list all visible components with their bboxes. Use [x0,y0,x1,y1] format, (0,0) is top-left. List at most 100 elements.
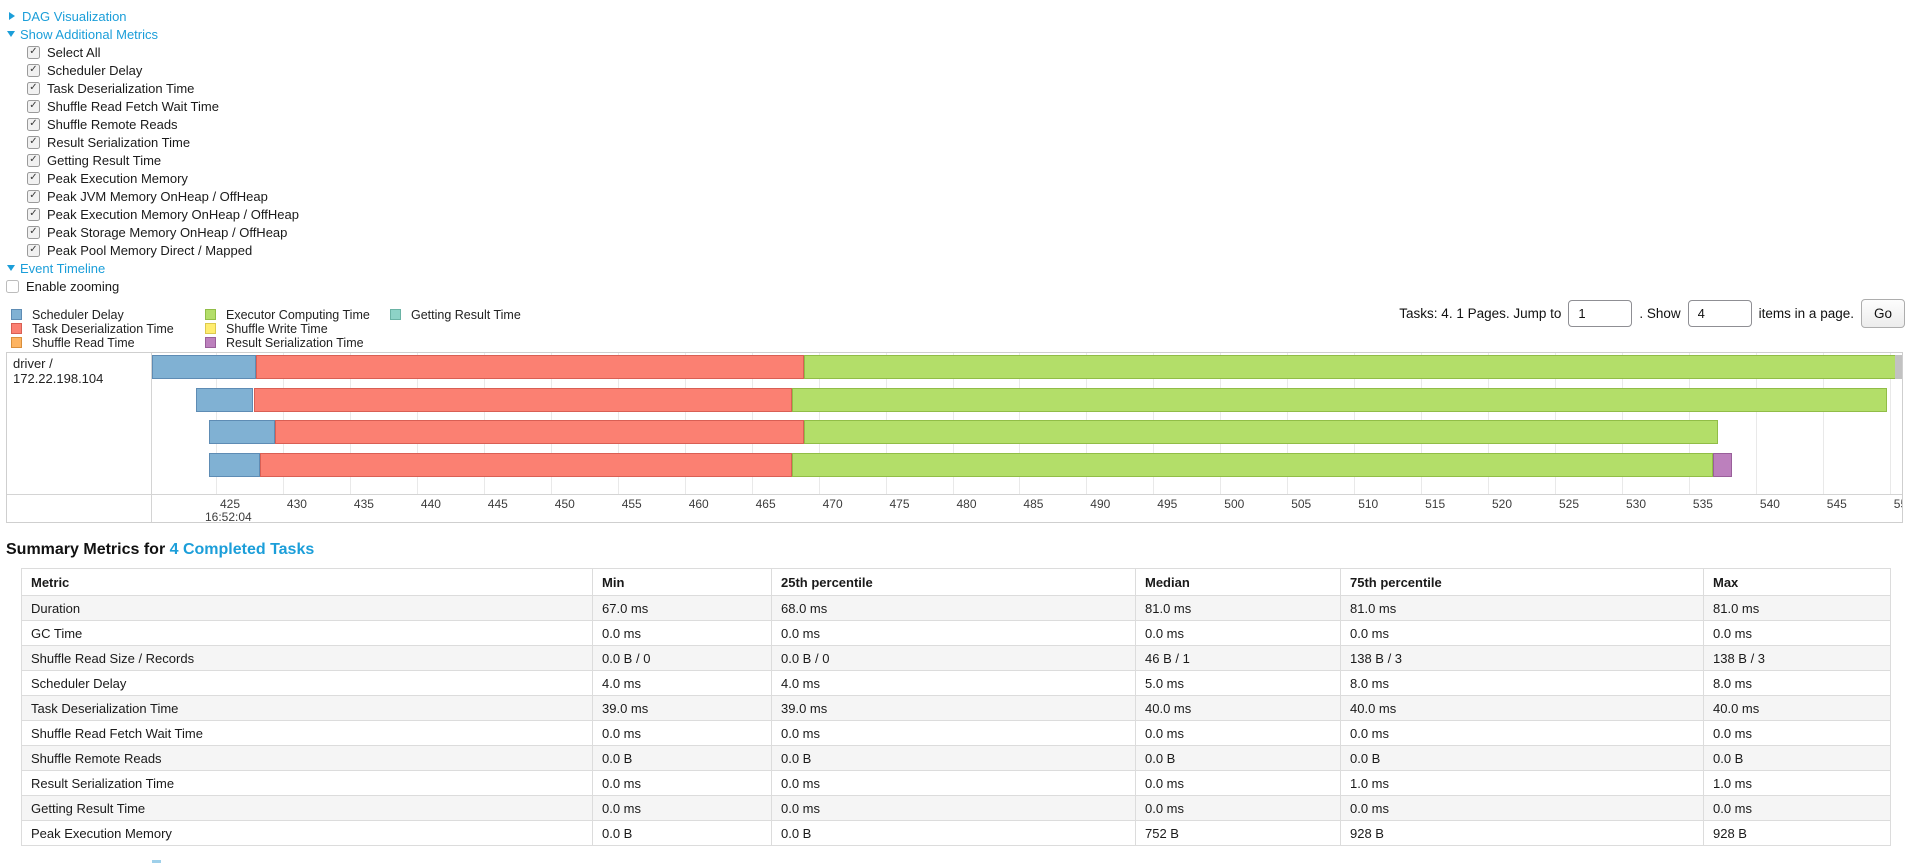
summary-metric-cell: Shuffle Read Fetch Wait Time [21,720,593,746]
axis-tick-label: 495 [1157,497,1178,511]
timeline-bar-task-deserialization[interactable] [260,452,792,477]
axis-tick-label: 510 [1358,497,1379,511]
summary-value-cell: 0.0 ms [1135,720,1341,746]
summary-value-cell: 928 B [1340,820,1704,846]
show-additional-metrics-toggle[interactable]: Show Additional Metrics [6,25,299,43]
time-axis-line [7,494,1902,495]
summary-value-cell: 0.0 ms [1703,720,1891,746]
legend-label: Task Deserialization Time [32,321,174,336]
summary-value-cell: 0.0 B [1135,745,1341,771]
timeline-bar-executor-computing[interactable] [791,452,1713,477]
axis-tick-label: 500 [1224,497,1245,511]
metric-checkbox-checked[interactable]: ✓ [27,117,40,131]
axis-tick-label: 460 [688,497,709,511]
axis-tick-label: 520 [1492,497,1513,511]
timeline-bar-executor-computing[interactable] [803,420,1719,444]
timeline-bar-task-deserialization[interactable] [274,420,804,444]
summary-value-cell: 1.0 ms [1340,770,1704,796]
metric-checkbox-row: ✓ Select All [27,43,299,61]
metric-checkbox-checked[interactable]: ✓ [27,99,40,113]
timeline-bar-scheduler-delay[interactable] [195,387,254,412]
axis-tick-label: 470 [822,497,843,511]
dag-visualization-toggle[interactable]: DAG Visualization [6,7,299,25]
summary-metric-cell: Shuffle Read Size / Records [21,645,593,671]
summary-value-cell: 4.0 ms [592,670,772,696]
metric-checkbox-checked[interactable]: ✓ [27,171,40,185]
timeline-bar-task-deserialization[interactable] [253,387,792,412]
metric-checkbox-row: ✓ Peak JVM Memory OnHeap / OffHeap [27,187,299,205]
summary-value-cell: 0.0 B / 0 [592,645,772,671]
summary-value-cell: 0.0 B [771,820,1136,846]
summary-table-row: Shuffle Read Fetch Wait Time 0.0 ms 0.0 ms… [21,720,1891,746]
page-size-input[interactable] [1687,299,1752,327]
axis-tick-label: 515 [1425,497,1446,511]
legend-label: Shuffle Write Time [226,321,328,336]
summary-table-body: Duration 67.0 ms 68.0 ms 81.0 ms 81.0 ms 81.0… [21,595,1891,846]
summary-value-cell: 0.0 B [1703,745,1891,771]
legend-swatch-result-serialization [205,337,216,348]
summary-value-cell: 1.0 ms [1703,770,1891,796]
summary-value-cell: 46 B / 1 [1135,645,1341,671]
legend-label: Executor Computing Time [226,307,370,322]
axis-tick-label: 475 [889,497,910,511]
timeline-bar-scheduler-delay[interactable] [209,452,261,477]
axis-tick-label: 540 [1759,497,1780,511]
metric-checkbox-checked[interactable]: ✓ [27,189,40,203]
summary-metric-cell: Duration [21,595,593,621]
timeline-bar-executor-computing[interactable] [791,387,1888,412]
metric-checkbox-list: ✓ Select All ✓ Scheduler Delay ✓ Task Deseria… [6,43,299,259]
timeline-bar-executor-computing[interactable] [803,355,1898,379]
metric-checkbox-checked[interactable]: ✓ [27,207,40,221]
summary-value-cell: 0.0 ms [1703,620,1891,646]
items-per-page-label: items in a page. [1758,305,1854,321]
axis-tick-label: 465 [755,497,776,511]
timeline-bar-task-deserialization[interactable] [256,355,804,379]
summary-value-cell: 0.0 B [771,745,1136,771]
metric-checkbox-label: Getting Result Time [47,152,162,168]
axis-tick-label: 425 [220,497,241,511]
axis-gridline [1755,353,1757,494]
metric-checkbox-checked[interactable]: ✓ [27,243,40,257]
summary-table-header-cell: 75th percentile [1340,568,1704,596]
axis-tick-label: 505 [1291,497,1312,511]
completed-tasks-link[interactable]: 4 Completed Tasks [169,541,315,558]
axis-tick-label: 530 [1626,497,1647,511]
metric-checkbox-checked[interactable]: ✓ [27,135,40,149]
summary-value-cell: 0.0 B [1340,745,1704,771]
summary-value-cell: 0.0 B [592,745,772,771]
event-timeline-link[interactable]: Event Timeline [20,260,106,276]
axis-gridline [1822,353,1824,494]
summary-value-cell: 81.0 ms [1135,595,1341,621]
legend-swatch-executor-computing [205,309,216,320]
metric-checkbox-label: Result Serialization Time [47,134,191,150]
summary-table-header-cell: Metric [21,568,593,596]
clipped-content-fragment [152,860,161,863]
dag-visualization-link[interactable]: DAG Visualization [22,8,127,24]
summary-value-cell: 40.0 ms [1135,695,1341,721]
summary-value-cell: 138 B / 3 [1340,645,1704,671]
enable-zooming-checkbox[interactable] [6,279,19,293]
metric-checkbox-checked[interactable]: ✓ [27,81,40,95]
event-timeline-toggle[interactable]: Event Timeline [6,259,299,277]
axis-gridline [1889,353,1891,494]
legend-label: Shuffle Read Time [32,335,135,350]
metric-checkbox-checked[interactable]: ✓ [27,153,40,167]
metric-checkbox-label: Shuffle Remote Reads [47,116,178,132]
timeline-bar-scheduler-delay[interactable] [209,420,275,444]
metric-checkbox-checked[interactable]: ✓ [27,63,40,77]
jump-to-page-input[interactable] [1568,299,1633,327]
metric-checkbox-checked[interactable]: ✓ [27,225,40,239]
go-button[interactable]: Go [1860,298,1905,328]
summary-table-row: Result Serialization Time 0.0 ms 0.0 ms 0.0… [21,770,1891,796]
stage-controls: DAG Visualization Show Additional Metric… [6,7,299,295]
summary-table-header-row: Metric Min 25th percentile Median 75th perce… [21,568,1891,596]
show-additional-metrics-link[interactable]: Show Additional Metrics [20,26,159,42]
metric-checkbox-row: ✓ Peak Storage Memory OnHeap / OffHeap [27,223,299,241]
summary-value-cell: 0.0 B / 0 [771,645,1136,671]
summary-value-cell: 0.0 ms [592,795,772,821]
timeline-scrollbar-thumb[interactable] [1895,355,1902,379]
summary-table-row: Scheduler Delay 4.0 ms 4.0 ms 5.0 ms 8.0 ms 8… [21,670,1891,696]
timeline-bar-result-serialization[interactable] [1713,452,1732,477]
metric-checkbox-checked[interactable]: ✓ [27,45,40,59]
timeline-bar-scheduler-delay[interactable] [151,355,257,379]
